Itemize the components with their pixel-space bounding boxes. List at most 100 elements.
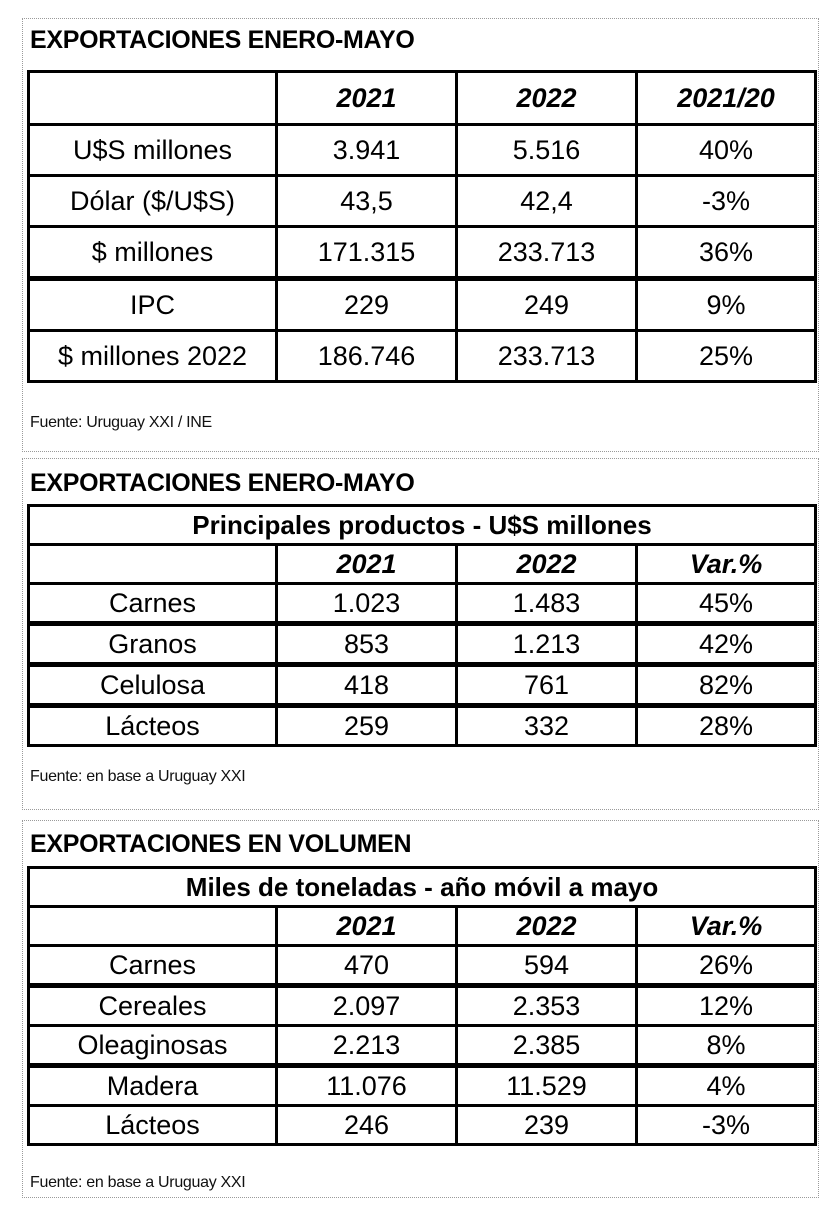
table-cell: 594	[455, 944, 638, 987]
table-cell: 853	[275, 621, 458, 666]
table-cell: 418	[275, 662, 458, 707]
table-cell: 8%	[634, 1024, 818, 1067]
header-cell: Var.%	[634, 543, 818, 585]
row-label: Lácteos	[27, 1104, 278, 1146]
table-cell: 259	[275, 703, 458, 747]
row-label: Lácteos	[27, 703, 278, 747]
table-row: Cereales 2.097 2.353 12%	[27, 983, 818, 1027]
exports-summary-table: 2021 2022 2021/20 U$S millones 3.941 5.5…	[27, 70, 817, 383]
table-cell: 11.529	[455, 1063, 638, 1107]
table-row: $ millones 2022 186.746 233.713 25%	[27, 329, 817, 383]
table3-source: Fuente: en base a Uruguay XXI	[30, 1174, 246, 1191]
table2-source: Fuente: en base a Uruguay XXI	[30, 768, 246, 785]
table-row: Celulosa 418 761 82%	[27, 662, 818, 707]
table-header-row: 2021 2022 2021/20	[27, 70, 817, 126]
table-row: U$S millones 3.941 5.516 40%	[27, 123, 817, 177]
table-cell: 42%	[634, 621, 818, 666]
table-cell: 12%	[634, 983, 818, 1027]
table-row: Lácteos 246 239 -3%	[27, 1104, 818, 1146]
row-label: Celulosa	[27, 662, 278, 707]
header-cell	[27, 543, 278, 585]
table-header-row: 2021 2022 Var.%	[27, 905, 818, 947]
table2-subtitle: Principales productos - U$S millones	[26, 504, 818, 546]
table-cell: 3.941	[275, 123, 458, 177]
table-cell: 25%	[635, 329, 817, 383]
table3-subtitle: Miles de toneladas - año móvil a mayo	[26, 866, 818, 908]
table-cell: 2.213	[275, 1024, 458, 1067]
row-label: IPC	[27, 276, 278, 332]
table-cell: 332	[455, 703, 638, 747]
header-cell: 2022	[455, 70, 638, 126]
table-header-row: 2021 2022 Var.%	[27, 543, 818, 585]
table-cell: 5.516	[455, 123, 638, 177]
table-cell: 26%	[634, 944, 818, 987]
table2-title: EXPORTACIONES ENERO-MAYO	[30, 469, 415, 497]
row-label: U$S millones	[27, 123, 278, 177]
export-volume-panel	[22, 820, 819, 1198]
main-products-table: Principales productos - U$S millones 202…	[26, 504, 818, 747]
row-label: Cereales	[27, 983, 278, 1027]
exports-jan-may-panel	[22, 18, 819, 452]
table-cell: 28%	[634, 703, 818, 747]
row-label: $ millones	[27, 225, 278, 280]
table-cell: 761	[455, 662, 638, 707]
table-cell: 36%	[635, 225, 817, 280]
row-label: Oleaginosas	[27, 1024, 278, 1067]
table-row: Granos 853 1.213 42%	[27, 621, 818, 666]
table-cell: 233.713	[455, 329, 638, 383]
header-cell: 2021	[275, 70, 458, 126]
table-cell: 171.315	[275, 225, 458, 280]
table-row: Madera 11.076 11.529 4%	[27, 1063, 818, 1107]
table-cell: 229	[275, 276, 458, 332]
table-cell: 45%	[634, 582, 818, 625]
table-cell: -3%	[635, 174, 817, 228]
table-row: IPC 229 249 9%	[27, 276, 817, 332]
header-cell: 2021	[275, 543, 458, 585]
table-cell: 11.076	[275, 1063, 458, 1107]
table-cell: 2.353	[455, 983, 638, 1027]
table-cell: 4%	[634, 1063, 818, 1107]
table-row: $ millones 171.315 233.713 36%	[27, 225, 817, 280]
table-cell: 1.213	[455, 621, 638, 666]
header-cell: 2021/20	[635, 70, 817, 126]
table-subtitle-row: Miles de toneladas - año móvil a mayo	[26, 866, 818, 908]
table-cell: 249	[455, 276, 638, 332]
table-cell: 9%	[635, 276, 817, 332]
table-subtitle-row: Principales productos - U$S millones	[26, 504, 818, 546]
table-cell: -3%	[634, 1104, 818, 1146]
header-cell: Var.%	[634, 905, 818, 947]
table-cell: 186.746	[275, 329, 458, 383]
table-cell: 1.483	[455, 582, 638, 625]
row-label: Madera	[27, 1063, 278, 1107]
table-cell: 2.385	[455, 1024, 638, 1067]
header-cell	[27, 905, 278, 947]
table-cell: 470	[275, 944, 458, 987]
table3-title: EXPORTACIONES EN VOLUMEN	[30, 830, 412, 858]
main-products-panel	[22, 458, 819, 810]
row-label: Granos	[27, 621, 278, 666]
table-cell: 246	[275, 1104, 458, 1146]
table-cell: 233.713	[455, 225, 638, 280]
table-cell: 239	[455, 1104, 638, 1146]
table-row: Carnes 470 594 26%	[27, 944, 818, 987]
export-volume-table: Miles de toneladas - año móvil a mayo 20…	[26, 866, 818, 1146]
table-cell: 42,4	[455, 174, 638, 228]
table-cell: 40%	[635, 123, 817, 177]
table-cell: 2.097	[275, 983, 458, 1027]
row-label: Carnes	[27, 944, 278, 987]
header-cell: 2022	[455, 905, 638, 947]
table1-title: EXPORTACIONES ENERO-MAYO	[30, 26, 415, 54]
table-row: Lácteos 259 332 28%	[27, 703, 818, 747]
table-cell: 1.023	[275, 582, 458, 625]
row-label: Carnes	[27, 582, 278, 625]
table-row: Dólar ($/U$S) 43,5 42,4 -3%	[27, 174, 817, 228]
table1-source: Fuente: Uruguay XXI / INE	[30, 414, 212, 431]
row-label: Dólar ($/U$S)	[27, 174, 278, 228]
table-cell: 43,5	[275, 174, 458, 228]
table-row: Carnes 1.023 1.483 45%	[27, 582, 818, 625]
table-row: Oleaginosas 2.213 2.385 8%	[27, 1024, 818, 1067]
row-label: $ millones 2022	[27, 329, 278, 383]
table-cell: 82%	[634, 662, 818, 707]
header-cell: 2021	[275, 905, 458, 947]
header-cell: 2022	[455, 543, 638, 585]
